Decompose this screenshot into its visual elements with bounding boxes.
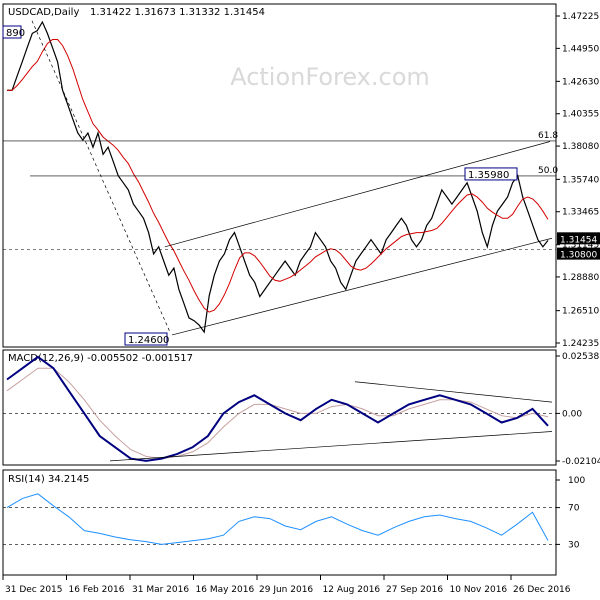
macd-tick-label: 0.02538	[562, 352, 599, 362]
price-tick-label: 1.31145	[562, 241, 599, 251]
price-tick-label: 1.40355	[562, 110, 599, 120]
fib-50-label: 50.0	[538, 166, 558, 176]
top-annotation-box	[2, 25, 22, 39]
chart-title: USDCAD,Daily	[8, 7, 79, 18]
current-price-box	[557, 232, 600, 245]
rsi-line	[6, 493, 549, 545]
macd-support-trendline	[109, 431, 553, 462]
x-axis: 31 Dec 2015 16 Feb 2016 31 Mar 2016 16 May …	[2, 575, 571, 595]
chart-ohlc: 1.31422 1.31673 1.31332 1.31454	[90, 7, 265, 18]
current-price-label: 1.31454	[560, 235, 597, 245]
price-tick-label: 1.42630	[562, 77, 599, 87]
low-annotation-box	[124, 332, 168, 346]
price-lines	[3, 20, 556, 336]
x-tick-label: 31 Mar 2016	[132, 585, 189, 595]
macd-title: MACD(12,26,9) -0.005502 -0.001517	[8, 353, 193, 364]
rsi-lines	[3, 493, 556, 545]
price-tick-label: 1.47225	[562, 12, 599, 22]
price-tick-label: 1.33465	[562, 208, 599, 218]
macd-resistance-trendline	[354, 381, 553, 403]
price-y-axis: 1.47225 1.44950 1.42630 1.40355 1.38080 1.357…	[556, 12, 599, 349]
rsi-panel: RSI(14) 34.2145 100 70 30	[2, 469, 585, 576]
channel-upper-line	[164, 141, 551, 248]
rsi-tick-label: 70	[568, 504, 580, 514]
high-annotation: 1.35980	[468, 170, 509, 181]
x-tick-label: 29 Jun 2016	[259, 585, 313, 595]
channel-lower-line	[171, 237, 553, 336]
low-annotation: 1.24600	[128, 335, 169, 346]
high-annotation-box	[464, 167, 518, 181]
rsi-tick-label: 30	[568, 540, 580, 550]
macd-tick-label: -0.021042	[562, 457, 600, 467]
price-tick-label: 1.28880	[562, 273, 599, 283]
macd-tick-label: 0.00	[562, 409, 582, 419]
macd-panel: MACD(12,26,9) -0.005502 -0.001517 0.0253…	[2, 349, 600, 467]
x-tick-label: 12 Aug 2016	[323, 585, 381, 595]
top-annotation: 890	[6, 28, 25, 39]
price-tick-label: 1.26510	[562, 307, 599, 317]
fib-61-8-label: 61.8	[538, 131, 558, 141]
downtrend-dashed-line	[31, 20, 171, 333]
rsi-tick-label: 100	[568, 476, 585, 486]
price-tick-label: 1.38080	[562, 142, 599, 152]
x-tick-label: 27 Sep 2016	[386, 585, 443, 595]
x-tick-label: 26 Dec 2016	[513, 585, 571, 595]
support-price-label: 1.30800	[560, 251, 597, 261]
macd-lines	[3, 355, 556, 462]
moving-average-line	[7, 39, 549, 313]
x-tick-label: 31 Dec 2015	[5, 585, 63, 595]
price-series-line	[7, 20, 549, 334]
watermark: ActionForex.com	[230, 63, 430, 91]
rsi-y-axis: 100 70 30	[556, 476, 585, 550]
price-tick-label: 1.44950	[562, 44, 599, 54]
x-tick-label: 10 Nov 2016	[450, 585, 508, 595]
price-tick-label: 1.35740	[562, 175, 599, 185]
x-tick-label: 16 Feb 2016	[69, 585, 125, 595]
rsi-title: RSI(14) 34.2145	[8, 474, 89, 485]
macd-main-line	[6, 355, 549, 462]
price-panel: USDCAD,Daily 1.31422 1.31673 1.31332 1.3…	[2, 3, 600, 349]
support-price-box	[557, 247, 600, 260]
price-tick-label: 1.24235	[562, 339, 599, 349]
macd-y-axis: 0.02538 0.00 -0.021042	[556, 352, 600, 467]
price-annotations: 1.24600 1.35980 1.31454 1.30800 890 61.8 50.0	[2, 25, 600, 346]
x-tick-label: 16 May 2016	[196, 585, 255, 595]
